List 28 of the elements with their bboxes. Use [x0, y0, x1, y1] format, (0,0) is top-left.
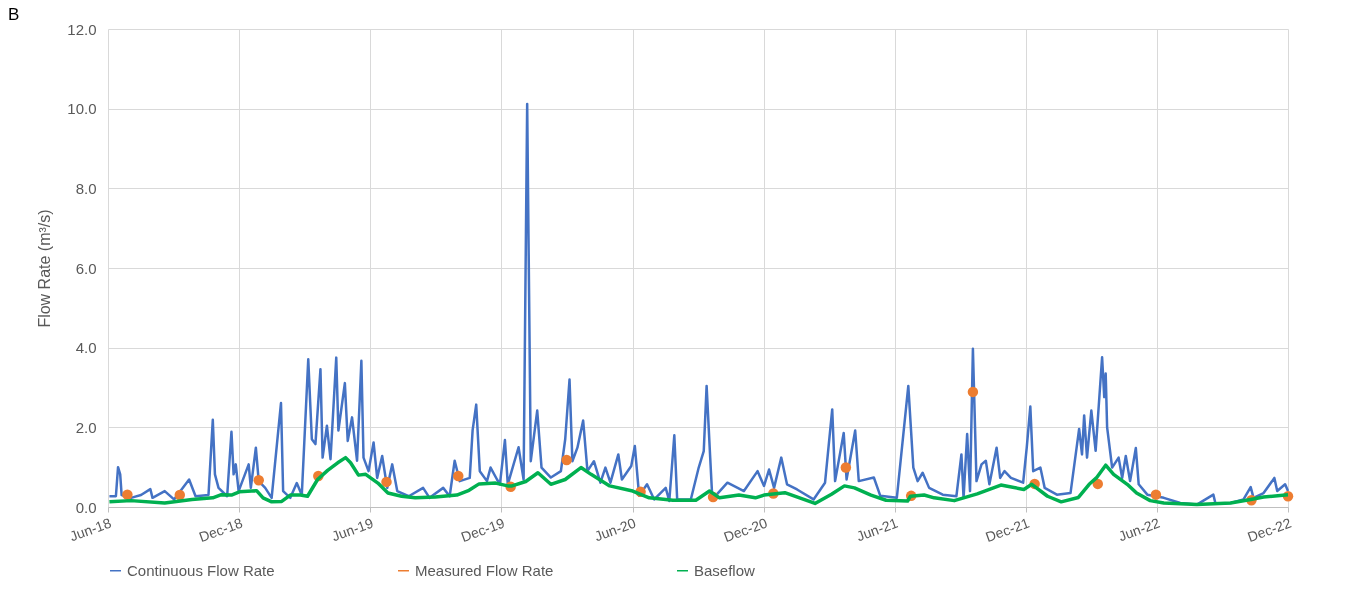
legend-label: Baseflow [694, 561, 756, 579]
text: B [8, 5, 20, 24]
x-tick-label: Jun-21 [854, 514, 901, 545]
y-tick-label: 2.0 [75, 418, 97, 436]
point [381, 476, 392, 488]
point [122, 489, 133, 500]
x-tick-label: Jun-18 [67, 514, 114, 545]
point [967, 386, 979, 398]
point [453, 470, 464, 482]
point [561, 454, 572, 466]
point [1150, 489, 1162, 500]
x-tick-label: Jun-20 [592, 514, 639, 545]
y-tick-label: 12.0 [67, 20, 97, 38]
x-tick-label: Jun-22 [1116, 514, 1163, 545]
y-tick-label: 6.0 [75, 259, 97, 277]
y-axis-title: Flow Rate (m³/s) [36, 209, 54, 328]
y-tick-label: 0.0 [75, 498, 97, 516]
point [840, 462, 852, 473]
x-tick-label: Jun-19 [329, 514, 376, 545]
y-tick-label: 8.0 [75, 179, 97, 197]
point [1092, 478, 1104, 490]
legend-label: Measured Flow Rate [415, 561, 554, 579]
y-tick-label: 4.0 [75, 339, 97, 357]
point [253, 475, 264, 486]
point [174, 489, 186, 501]
x-tick-label: Dec-21 [983, 514, 1032, 546]
legend-label: Continuous Flow Rate [127, 561, 275, 579]
y-tick-label: 10.0 [67, 100, 97, 118]
